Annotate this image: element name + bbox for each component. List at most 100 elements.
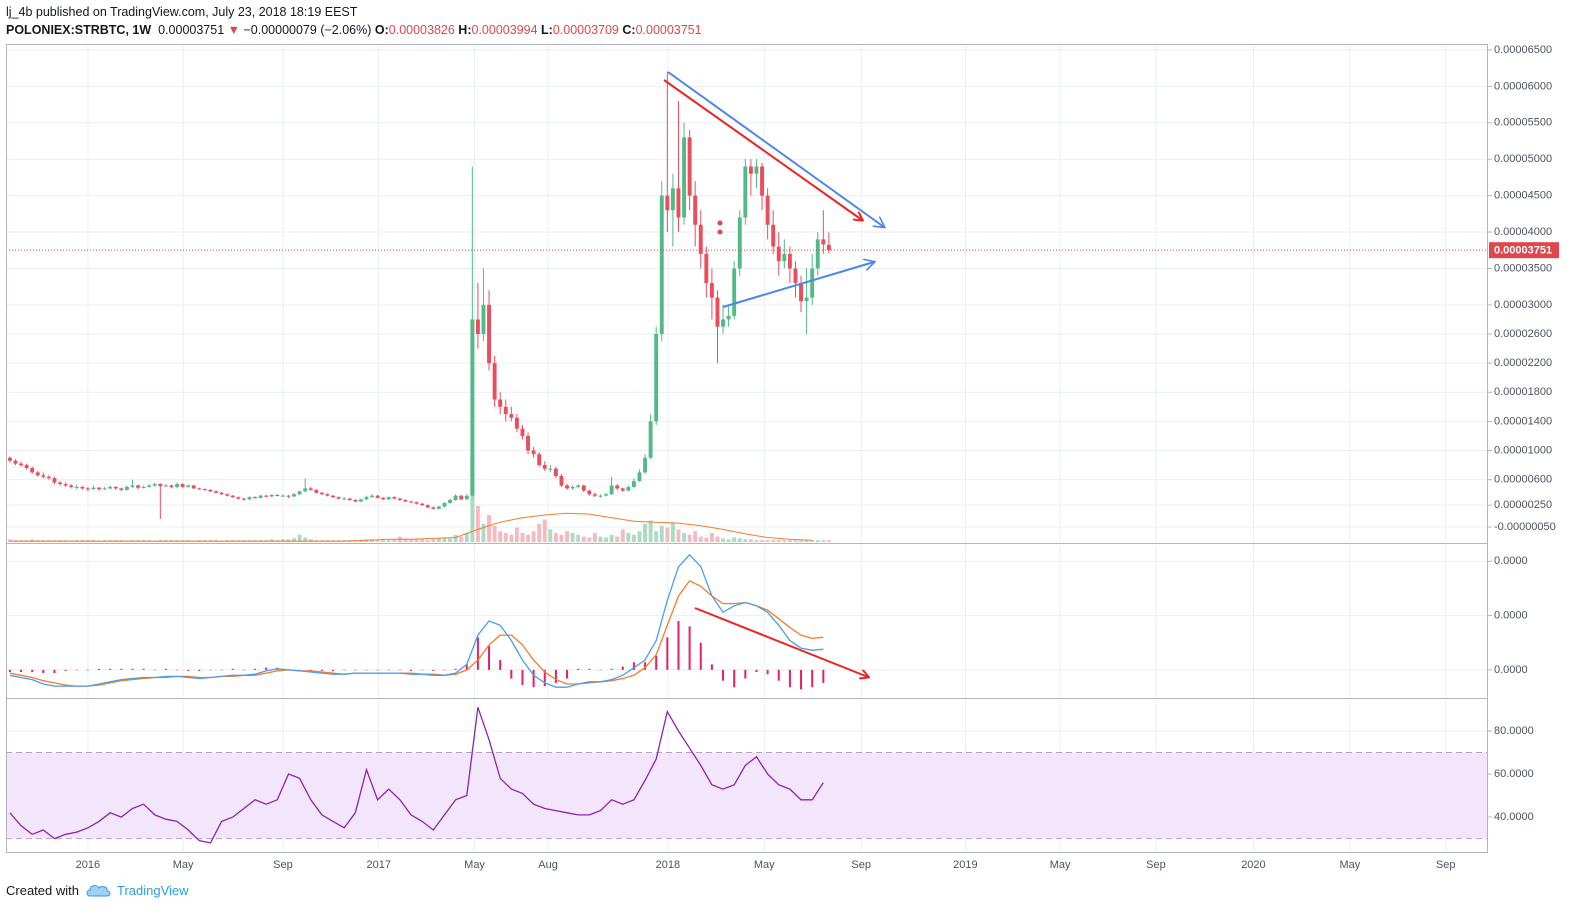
volume-bar: [793, 540, 798, 542]
macd-histogram-bar: [621, 666, 624, 670]
y-tick-label: 80.0000: [1494, 725, 1534, 737]
macd-histogram-bar: [64, 669, 67, 671]
y-tick-label: 0.0000: [1494, 555, 1528, 567]
candle-body: [102, 488, 107, 490]
candle-body: [637, 472, 642, 482]
candle-body: [347, 498, 352, 501]
x-tick-label: May: [1339, 859, 1360, 871]
candle-body: [492, 363, 497, 400]
change: −0.00000079 (−2.06%): [243, 23, 372, 37]
candle-body: [487, 304, 491, 364]
macd-histogram-bar: [164, 668, 167, 670]
volume-bar: [737, 538, 742, 542]
volume-bar: [453, 534, 458, 542]
candle-body: [431, 507, 436, 509]
volume-bar: [475, 506, 480, 542]
brand[interactable]: TradingView: [116, 882, 189, 898]
candle-body: [136, 485, 140, 488]
macd-histogram-bar: [86, 669, 89, 671]
macd-histogram-bar: [343, 669, 346, 671]
macd-histogram-bar: [655, 655, 658, 670]
macd-histogram-bar: [577, 668, 580, 670]
volume-bar: [804, 540, 809, 542]
macd-histogram-bar: [421, 669, 424, 671]
macd-histogram-bar: [209, 669, 212, 671]
candle-body: [693, 195, 698, 225]
macd-histogram-bar: [476, 637, 479, 670]
volume-bar: [704, 537, 709, 542]
candle-body: [726, 315, 731, 320]
last-price-label: 0.00003751: [1494, 245, 1552, 257]
candle-body: [325, 494, 330, 496]
volume-bar: [526, 534, 530, 542]
volume-bar: [682, 533, 686, 542]
candle-body: [643, 457, 647, 473]
candle-body: [91, 487, 96, 490]
volume-bar: [420, 539, 425, 542]
volume-bar: [442, 537, 447, 542]
macd-histogram-bar: [365, 669, 368, 671]
candle-body: [698, 224, 703, 254]
trend-line: [663, 79, 862, 220]
candle-body: [236, 497, 241, 499]
candle-body: [403, 500, 408, 502]
macd-histogram-bar: [398, 669, 401, 671]
macd-histogram-bar: [20, 669, 23, 673]
candle-body: [141, 486, 146, 488]
macd-histogram-bar: [31, 669, 34, 673]
volume-bar: [754, 540, 759, 542]
volume-ma-line: [9, 512, 813, 542]
volume-bar: [799, 540, 803, 542]
volume-bar: [448, 538, 452, 542]
macd-histogram-bar: [777, 669, 780, 681]
volume-bar: [598, 536, 603, 542]
volume-bar: [810, 540, 815, 542]
volume-bar: [604, 537, 608, 542]
macd-histogram-bar: [354, 669, 357, 671]
candle-body: [108, 486, 113, 489]
candle-body: [721, 319, 725, 327]
macd-histogram-bar: [521, 669, 524, 686]
x-tick-label: May: [464, 859, 485, 871]
macd-histogram-bar: [744, 669, 747, 679]
candle-body: [414, 502, 419, 504]
symbol-line: POLONIEX:STRBTC, 1W 0.00003751 ▼ −0.0000…: [6, 21, 702, 39]
volume-bar: [748, 539, 753, 542]
volume-bar: [403, 538, 408, 542]
candle-body: [436, 506, 441, 509]
macd-histogram-bar: [610, 668, 613, 670]
publisher: lj_4b published on TradingView.com, July…: [6, 5, 358, 19]
marker-dot: [717, 229, 723, 235]
candle-body: [665, 195, 670, 211]
volume-bar: [687, 534, 692, 542]
candle-body: [297, 491, 302, 495]
volume-bar: [771, 540, 776, 542]
macd-histogram-bar: [532, 669, 535, 688]
macd-histogram-bar: [376, 669, 379, 671]
x-tick-label: Sep: [1436, 859, 1456, 871]
x-tick-label: Sep: [273, 859, 293, 871]
candle-body: [787, 253, 792, 269]
macd-histogram-bar: [254, 668, 257, 670]
macd-histogram-bar: [142, 668, 145, 670]
candle-body: [771, 224, 776, 247]
candle-body: [280, 495, 285, 497]
macd-histogram-bar: [265, 667, 268, 670]
volume-bar: [292, 538, 296, 542]
macd-histogram-bar: [432, 669, 435, 671]
macd-histogram-bar: [510, 669, 513, 679]
candle-body: [74, 486, 79, 488]
candle-body: [425, 505, 430, 508]
volume-bar: [503, 533, 508, 542]
macd-histogram-bar: [320, 669, 323, 671]
volume-bar: [553, 533, 558, 542]
volume-bar: [693, 531, 698, 542]
candle-body: [386, 497, 391, 500]
volume-bar: [643, 524, 647, 542]
volume-bar: [487, 515, 491, 542]
x-tick-label: 2020: [1241, 859, 1265, 871]
volume-bar: [587, 537, 592, 542]
macd-histogram-bar: [454, 668, 457, 670]
volume-bar: [548, 529, 553, 542]
